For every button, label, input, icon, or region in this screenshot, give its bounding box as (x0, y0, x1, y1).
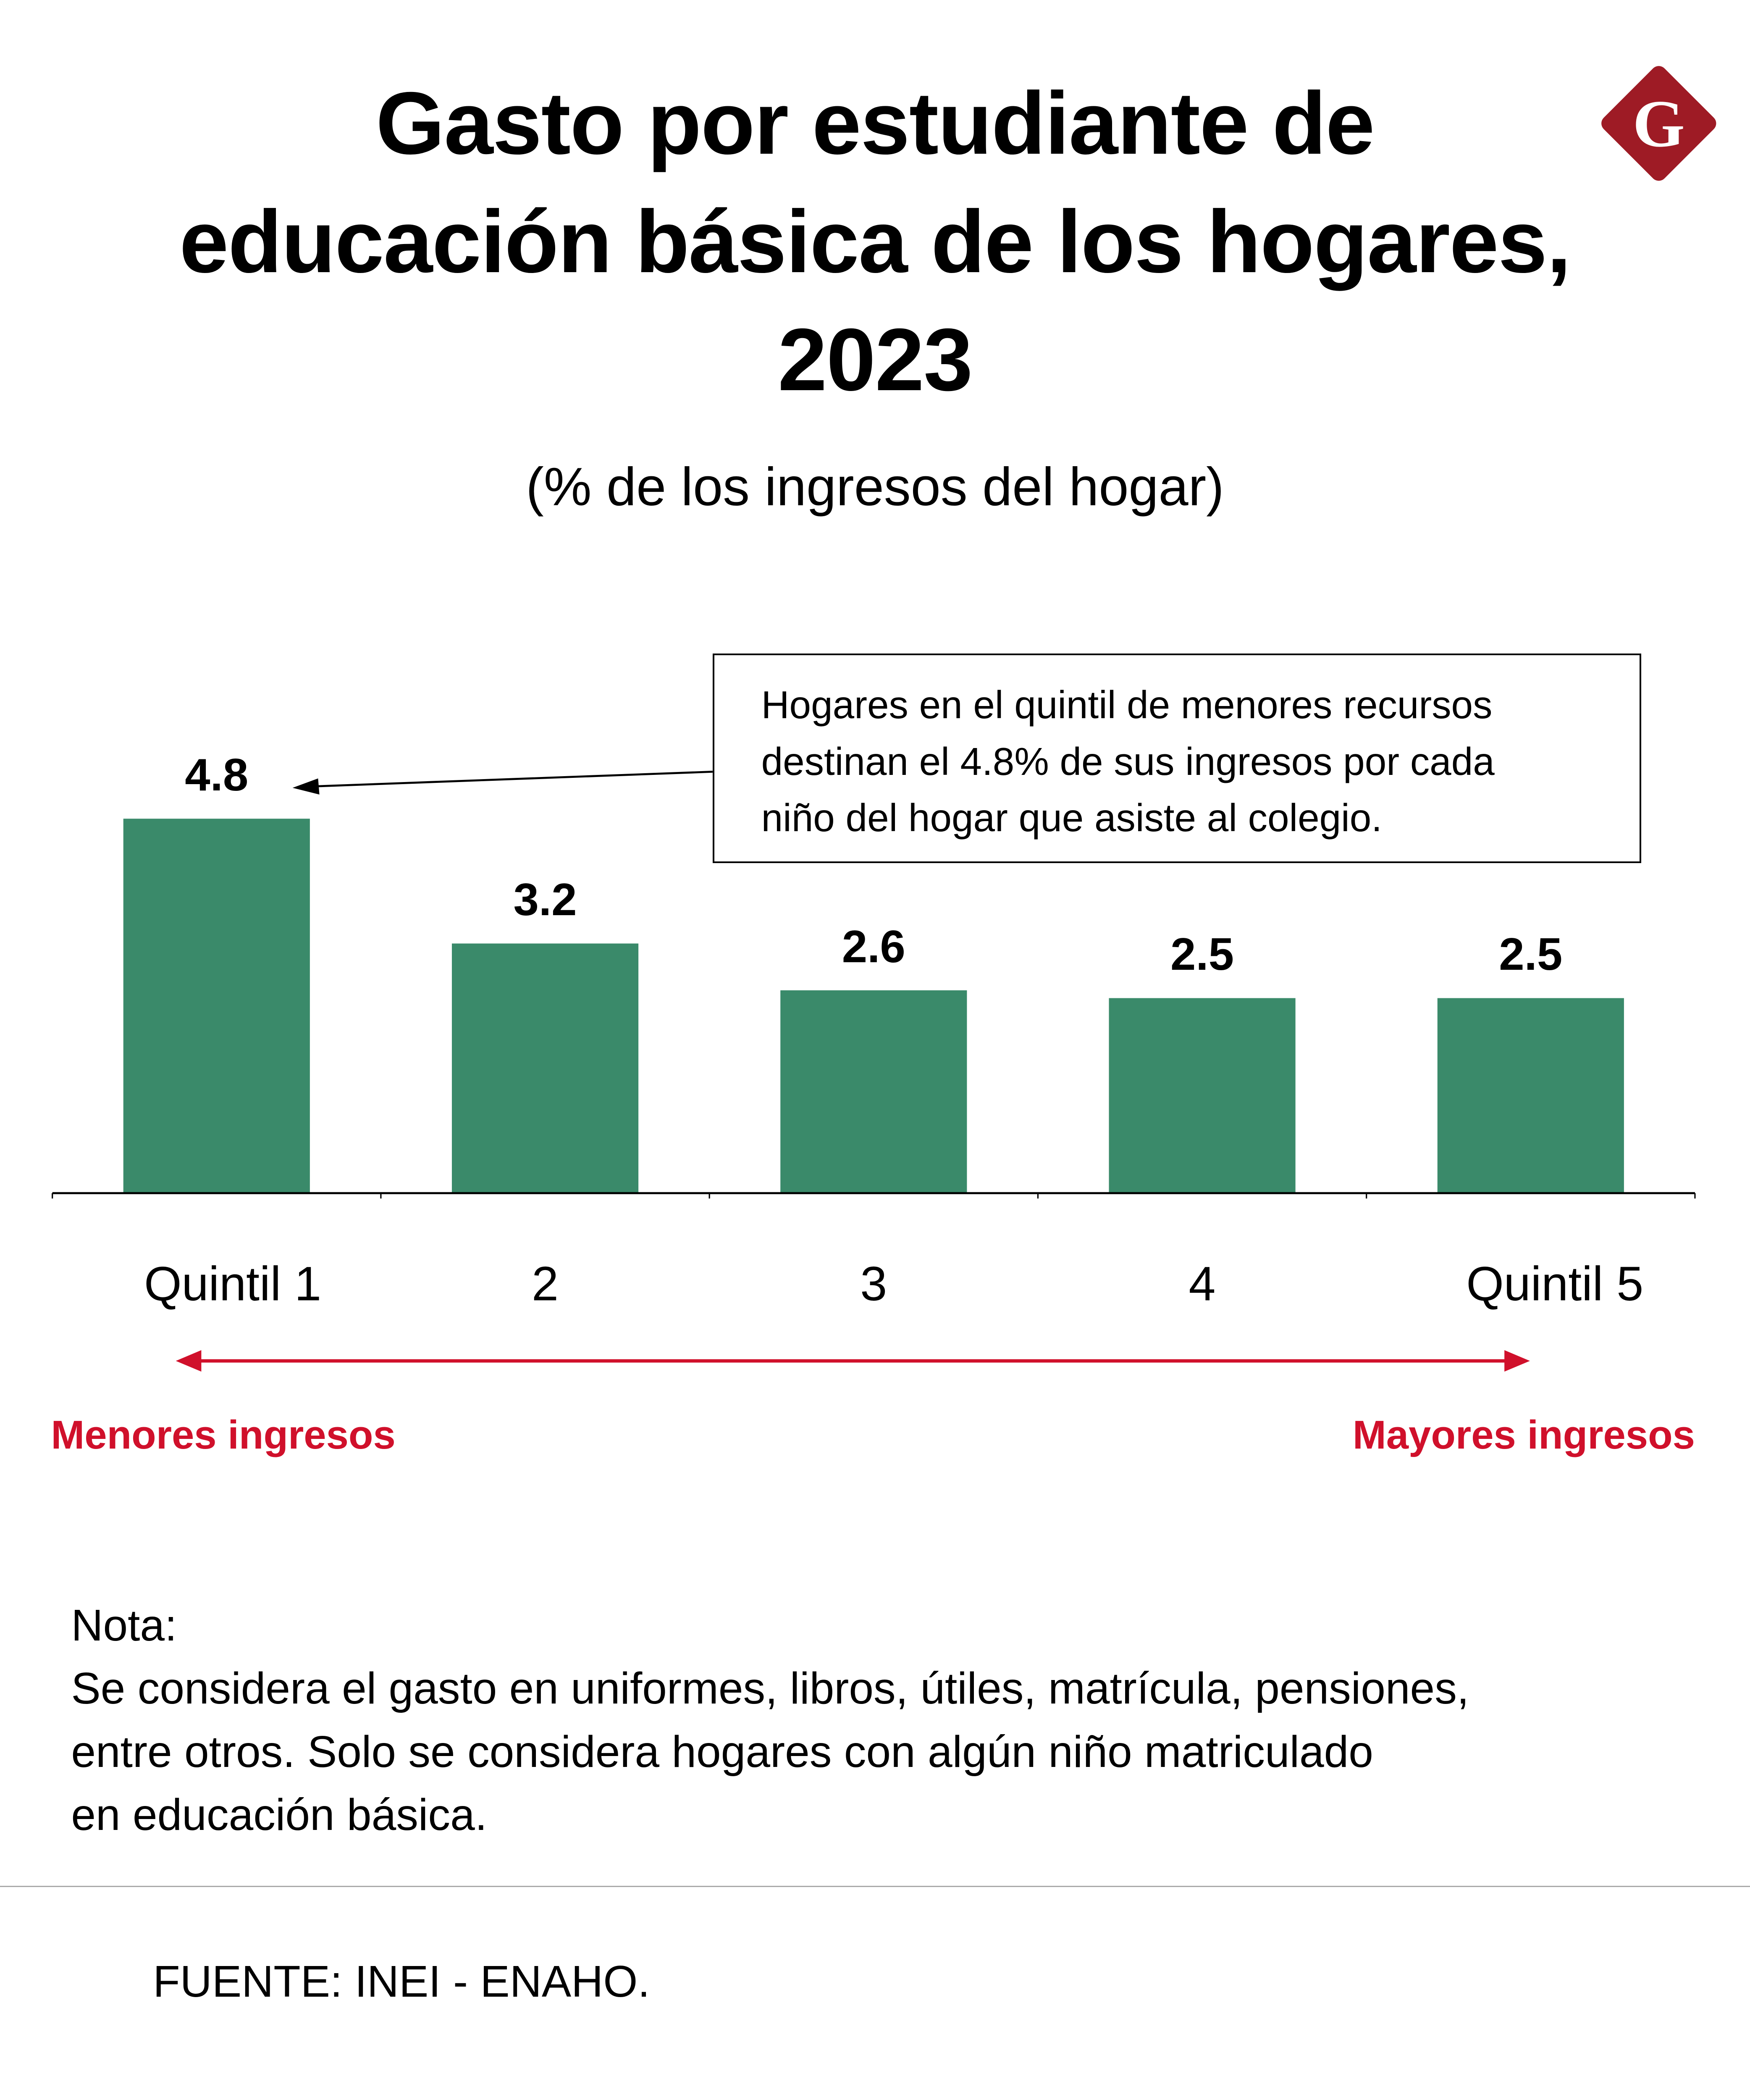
note-line: Se considera el gasto en uniformes, libr… (71, 1664, 1469, 1714)
category-label: 3 (860, 1257, 887, 1311)
annotation-box: Hogares en el quintil de menores recurso… (712, 654, 1642, 863)
value-label: 2.6 (842, 921, 905, 972)
svg-text:G: G (1632, 87, 1684, 161)
category-label: 4 (1189, 1257, 1216, 1311)
annotation-line: destinan el 4.8% de sus ingresos por cad… (761, 739, 1495, 783)
value-label: 4.8 (185, 750, 249, 801)
value-label: 2.5 (1170, 929, 1234, 980)
bar (1109, 998, 1296, 1193)
title-line-3: 2023 (778, 310, 973, 409)
note: Nota: Se considera el gasto en uniformes… (71, 1594, 1469, 1847)
arrow-left-icon (176, 1350, 202, 1372)
note-line: entre otros. Solo se considera hogares c… (71, 1727, 1373, 1777)
bar (780, 990, 967, 1193)
chart-title: Gasto por estudiante de educación básica… (0, 64, 1750, 419)
value-label: 3.2 (513, 874, 577, 926)
source: FUENTE: INEI - ENAHO. (153, 1957, 650, 2007)
title-line-2: educación básica de los hogares, (179, 192, 1571, 291)
annotation-line: Hogares en el quintil de menores recurso… (761, 683, 1493, 727)
category-label: Quintil 1 (144, 1257, 322, 1311)
brand-logo-icon: G (1601, 66, 1716, 181)
title-line-1: Gasto por estudiante de (375, 74, 1375, 173)
bar (123, 819, 310, 1193)
bar (1437, 998, 1624, 1193)
arrow-right-icon (1504, 1350, 1530, 1372)
chart-subtitle: (% de los ingresos del hogar) (526, 457, 1224, 517)
note-line: en educación básica. (71, 1790, 487, 1840)
divider (0, 1885, 1750, 1887)
bar-chart (52, 771, 1696, 1372)
category-label: 2 (532, 1257, 559, 1311)
bar (451, 943, 639, 1193)
income-low-label: Menores ingresos (51, 1412, 396, 1457)
income-high-label: Mayores ingresos (1352, 1412, 1695, 1457)
arrow-head-icon (292, 778, 320, 795)
annotation-line: niño del hogar que asiste al colegio. (761, 795, 1383, 840)
category-label: Quintil 5 (1466, 1257, 1644, 1311)
annotation-arrow-line (311, 771, 713, 788)
note-heading: Nota: (71, 1601, 177, 1651)
value-label: 2.5 (1499, 929, 1563, 980)
